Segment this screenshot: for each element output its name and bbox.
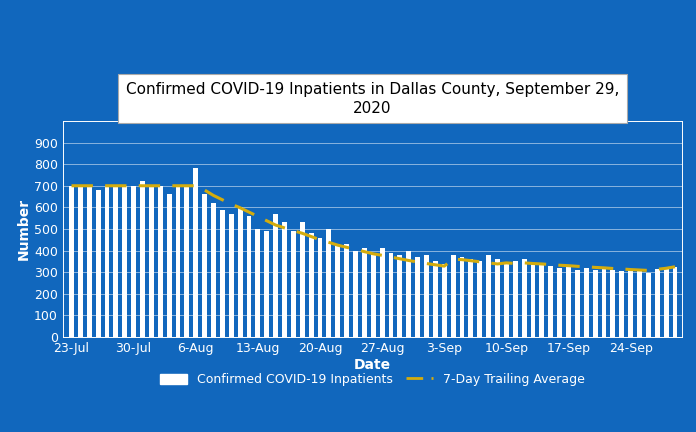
Bar [459,257,464,337]
Bar [203,194,207,337]
Bar [69,186,74,337]
Bar [264,231,269,337]
Bar [167,194,172,337]
Bar [371,253,376,337]
Title: Confirmed COVID-19 Inpatients in Dallas County, September 29,
2020: Confirmed COVID-19 Inpatients in Dallas … [126,82,619,116]
Bar [566,266,571,337]
X-axis label: Date: Date [354,358,391,372]
Bar [637,271,642,337]
Bar [416,257,420,337]
Bar [140,181,145,337]
Bar [238,207,243,337]
Bar [131,186,136,337]
Bar [442,264,447,337]
Bar [175,186,180,337]
Bar [468,259,473,337]
Bar [628,270,633,337]
Bar [504,264,509,337]
Bar [220,210,225,337]
Bar [122,186,127,337]
Bar [87,186,92,337]
Y-axis label: Number: Number [17,198,31,260]
Bar [78,186,83,337]
Bar [317,238,322,337]
Bar [309,233,314,337]
Bar [424,255,429,337]
Bar [406,251,411,337]
Bar [575,270,580,337]
Bar [655,269,660,337]
Bar [451,255,456,337]
Bar [291,231,296,337]
Bar [229,214,234,337]
Bar [282,222,287,337]
Bar [477,261,482,337]
Bar [211,203,216,337]
Bar [548,266,553,337]
Bar [495,259,500,337]
Bar [601,268,606,337]
Bar [95,190,101,337]
Bar [584,268,589,337]
Bar [353,251,358,337]
Bar [326,229,331,337]
Bar [672,267,677,337]
Bar [104,186,109,337]
Bar [255,229,260,337]
Bar [388,253,393,337]
Bar [184,186,189,337]
Bar [522,259,527,337]
Bar [513,261,518,337]
Bar [300,222,305,337]
Bar [557,268,562,337]
Bar [664,268,669,337]
Bar [113,186,118,337]
Bar [158,186,163,337]
Bar [193,168,198,337]
Bar [610,270,615,337]
Bar [335,244,340,337]
Bar [593,270,598,337]
Bar [362,248,367,337]
Bar [646,273,651,337]
Bar [487,255,491,337]
Bar [539,264,544,337]
Bar [149,186,154,337]
Bar [433,261,438,337]
Legend: Confirmed COVID-19 Inpatients, 7-Day Trailing Average: Confirmed COVID-19 Inpatients, 7-Day Tra… [154,367,591,392]
Bar [246,216,251,337]
Bar [530,264,535,337]
Bar [380,248,385,337]
Bar [345,244,349,337]
Bar [397,255,402,337]
Bar [619,271,624,337]
Bar [274,214,278,337]
